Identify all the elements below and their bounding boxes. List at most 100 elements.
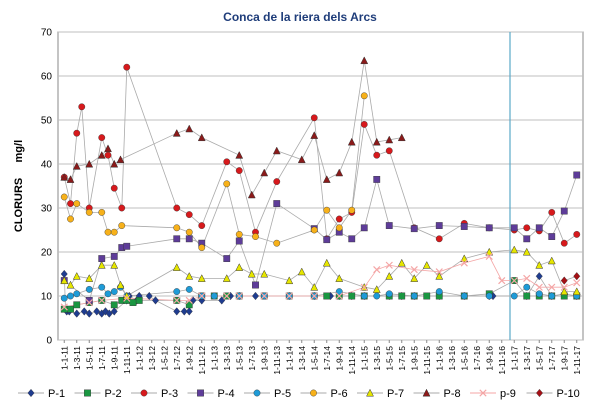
data-point-p-7 [110, 260, 119, 269]
data-point-p-7 [260, 269, 269, 278]
data-point-p-5 [104, 290, 112, 298]
data-point-p-7 [510, 245, 519, 254]
data-point-p-5 [85, 285, 93, 293]
data-point-p-8 [397, 133, 406, 142]
data-point-p-6 [110, 228, 118, 236]
data-point-p-9 [60, 303, 68, 311]
data-point-p-3 [123, 63, 131, 71]
legend-marker-p-1 [27, 388, 35, 398]
data-point-p-9 [410, 265, 418, 274]
data-point-p-9 [123, 294, 131, 302]
x-tick-label: 1-5-17 [534, 346, 544, 371]
data-point-p-9 [460, 259, 468, 267]
data-point-p-4 [98, 255, 106, 262]
data-point-p-6 [360, 92, 368, 100]
legend-marker-p-4 [197, 389, 204, 397]
x-tick-label: 1-9-13 [259, 346, 269, 371]
legend-marker-p-8 [422, 388, 431, 397]
data-point-p-7 [197, 274, 206, 282]
data-point-p-9 [198, 292, 206, 300]
data-point-p-9 [523, 274, 531, 283]
data-point-p-3 [548, 208, 556, 216]
data-point-p-8 [235, 150, 244, 159]
data-point-p-1 [105, 309, 113, 318]
data-point-p-2 [129, 299, 137, 306]
x-tick-label: 1-1-14 [284, 346, 294, 371]
data-point-p-9 [510, 276, 518, 285]
data-point-p-2 [323, 292, 331, 300]
data-point-p-1 [73, 309, 81, 318]
x-tick-label: 1-5-11 [84, 346, 94, 370]
data-point-p-4 [523, 235, 531, 243]
data-point-p-1 [145, 291, 153, 301]
data-point-p-1 [252, 291, 259, 301]
data-point-p-10 [573, 272, 581, 281]
x-tick-label: 1-3-12 [147, 346, 157, 371]
legend-marker-p-2 [84, 389, 91, 397]
data-point-p-2 [110, 301, 118, 309]
data-point-p-3 [435, 235, 443, 243]
data-point-p-1 [180, 307, 188, 316]
data-point-p-5 [435, 288, 443, 295]
series-line-p-8 [64, 60, 402, 196]
data-point-p-3 [335, 215, 343, 223]
data-point-p-3 [104, 151, 112, 159]
data-point-p-4 [235, 237, 243, 245]
data-point-p-7 [66, 280, 75, 289]
data-point-p-5 [67, 292, 74, 300]
data-point-p-5 [185, 285, 193, 293]
data-point-p-9 [548, 283, 556, 291]
data-point-p-3 [73, 129, 81, 137]
data-point-p-6 [185, 228, 193, 236]
data-point-p-7 [522, 247, 531, 256]
data-point-p-4 [385, 222, 393, 229]
data-point-p-3 [110, 184, 118, 192]
data-point-p-7 [297, 267, 306, 276]
data-point-p-4 [185, 235, 193, 243]
data-point-p-4 [485, 224, 493, 232]
x-tick-label: 1-7-12 [172, 346, 182, 371]
x-tick-label: 1-5-12 [159, 346, 169, 371]
data-point-p-7 [322, 258, 331, 267]
grid-lines [58, 31, 583, 341]
data-point-p-9 [485, 252, 493, 261]
data-point-p-9 [285, 292, 293, 300]
data-point-p-4 [252, 281, 259, 289]
data-point-p-9 [223, 292, 231, 300]
x-tick-label: 1-5-13 [234, 346, 244, 371]
data-point-p-7 [247, 269, 256, 278]
data-point-p-5 [410, 292, 418, 300]
data-point-p-9 [373, 265, 381, 274]
x-tick-label: 1-1-12 [134, 346, 144, 371]
data-point-p-5 [485, 292, 493, 300]
legend-marker-p-5 [253, 389, 261, 397]
data-point-p-3 [310, 114, 318, 122]
data-point-p-2 [67, 305, 74, 313]
data-point-p-9 [535, 283, 543, 291]
data-point-p-8 [60, 172, 69, 181]
data-point-p-6 [60, 193, 68, 201]
x-tick-label: 1-5-14 [309, 346, 319, 371]
data-point-p-8 [385, 135, 394, 144]
x-tick-label: 1-11-14 [347, 346, 357, 375]
legend-label-p-10: P-10 [557, 388, 580, 400]
data-point-p-8 [310, 131, 319, 139]
x-tick-label: 1-9-17 [559, 346, 569, 371]
x-tick-label: 1-7-17 [547, 346, 557, 371]
data-point-p-8 [72, 161, 81, 170]
x-tick-label: 1-7-15 [397, 346, 407, 371]
y-axis-label: CLORURS mg/l [13, 140, 25, 232]
x-tick-label: 1-3-15 [372, 346, 382, 371]
legend-label-p-7: P-7 [387, 388, 404, 400]
x-tick-label: 1-3-14 [297, 346, 307, 371]
data-point-p-8 [372, 137, 381, 146]
data-point-p-5 [98, 283, 106, 291]
legend-marker-p-9 [479, 389, 487, 397]
y-tick-label: 70 [41, 28, 53, 39]
legend-label-p-1: P-1 [48, 388, 65, 400]
data-point-p-7 [222, 274, 231, 282]
x-tick-label: 1-3-11 [72, 346, 82, 370]
data-point-p-1 [102, 307, 109, 316]
data-point-p-8 [297, 155, 306, 164]
x-tick-label: 1-7-16 [472, 346, 482, 371]
